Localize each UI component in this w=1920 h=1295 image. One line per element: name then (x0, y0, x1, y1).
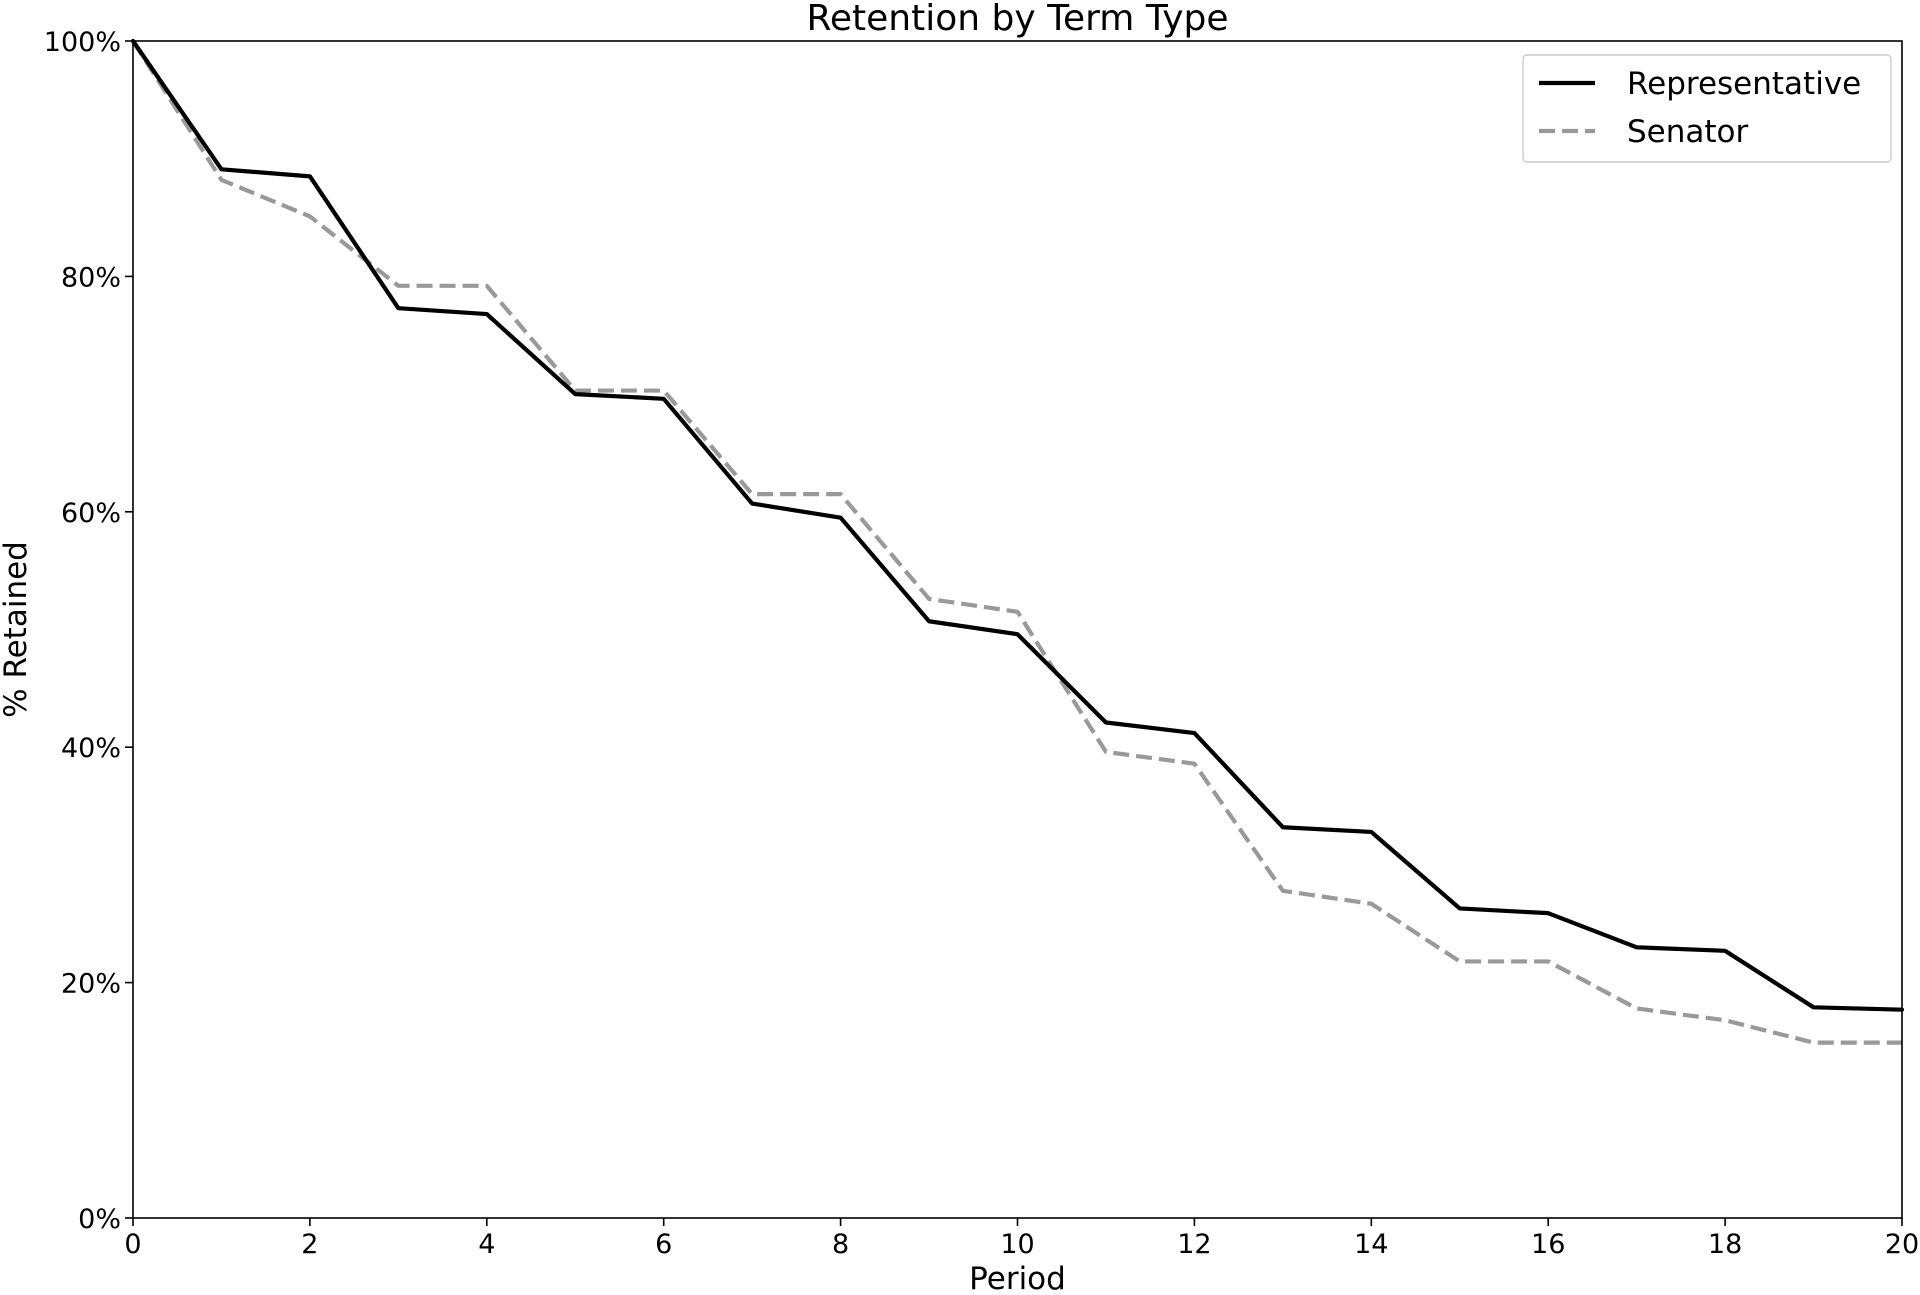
y-tick-label: 100% (44, 27, 121, 58)
x-tick-label: 20 (1885, 1229, 1919, 1260)
y-tick-label: 0% (78, 1204, 121, 1235)
series-line-senator (131, 39, 1902, 1045)
x-tick-label: 2 (301, 1229, 318, 1260)
x-tick-label: 6 (655, 1229, 672, 1260)
y-axis-label: % Retained (0, 541, 34, 718)
x-tick-label: 14 (1354, 1229, 1388, 1260)
plot-frame (132, 40, 1903, 1219)
y-tick-label: 60% (61, 498, 121, 529)
x-axis-label: Period (969, 1261, 1066, 1291)
legend-box (1522, 54, 1892, 163)
legend: Representative Senator (1522, 54, 1892, 163)
x-tick-label: 12 (1177, 1229, 1211, 1260)
x-tick-label: 10 (1000, 1229, 1034, 1260)
legend-label: Representative (1627, 66, 1861, 102)
series-line-representative (130, 38, 1905, 1012)
legend-label: Senator (1627, 114, 1749, 150)
axis-ticks: 0 2 4 6 8 10 12 14 16 18 20 0% 20% 40% 60% 80% 100% (44, 27, 1919, 1260)
y-tick-label: 20% (61, 969, 121, 1000)
x-tick-label: 8 (832, 1229, 849, 1260)
series-layer (130, 38, 1905, 1045)
chart-title: Retention by Term Type (806, 0, 1228, 39)
x-tick-label: 4 (478, 1229, 495, 1260)
y-tick-label: 80% (61, 262, 121, 293)
x-tick-label: 0 (124, 1229, 141, 1260)
y-tick-label: 40% (61, 733, 121, 764)
x-tick-label: 18 (1708, 1229, 1742, 1260)
x-tick-label: 16 (1531, 1229, 1565, 1260)
